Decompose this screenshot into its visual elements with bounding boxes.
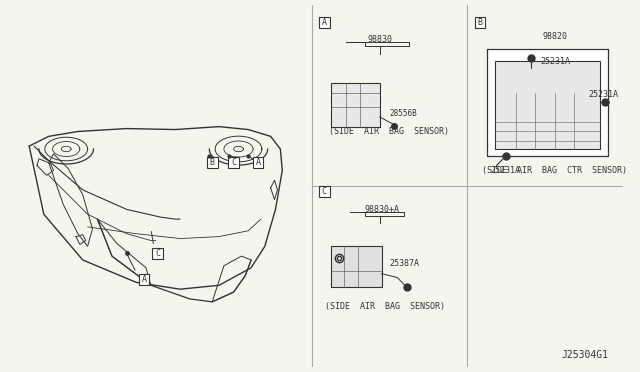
Text: (SIDE  AIR  BAG  CTR  SENSOR): (SIDE AIR BAG CTR SENSOR) — [483, 166, 627, 175]
Text: A: A — [255, 158, 260, 167]
Bar — [486, 49, 609, 156]
Text: 25231A: 25231A — [491, 166, 520, 175]
Text: 25231A: 25231A — [540, 57, 570, 66]
Text: J25304G1: J25304G1 — [561, 350, 609, 360]
Bar — [152, 248, 163, 259]
Bar — [331, 83, 380, 126]
Bar — [331, 246, 381, 287]
Text: A: A — [141, 275, 147, 284]
Text: B: B — [210, 158, 214, 167]
Bar — [207, 157, 218, 168]
Bar — [474, 17, 485, 28]
Text: (SIDE  AIR  BAG  SENSOR): (SIDE AIR BAG SENSOR) — [324, 302, 445, 311]
Text: 25231A: 25231A — [589, 90, 619, 99]
Bar — [319, 186, 330, 197]
Text: 98820: 98820 — [542, 32, 567, 41]
Bar — [319, 17, 330, 28]
Text: C: C — [231, 158, 236, 167]
Text: C: C — [155, 248, 160, 258]
Bar — [228, 157, 239, 168]
Bar — [139, 274, 149, 285]
Text: 98830+A: 98830+A — [364, 205, 399, 214]
Text: (SIDE  AIR  BAG  SENSOR): (SIDE AIR BAG SENSOR) — [330, 127, 449, 136]
Text: 25387A: 25387A — [389, 259, 419, 268]
Text: 98830: 98830 — [367, 35, 392, 44]
Bar — [495, 61, 600, 149]
Bar — [253, 157, 263, 168]
Text: C: C — [322, 187, 326, 196]
Text: B: B — [477, 18, 483, 27]
Text: A: A — [322, 18, 326, 27]
Text: 28556B: 28556B — [389, 109, 417, 118]
